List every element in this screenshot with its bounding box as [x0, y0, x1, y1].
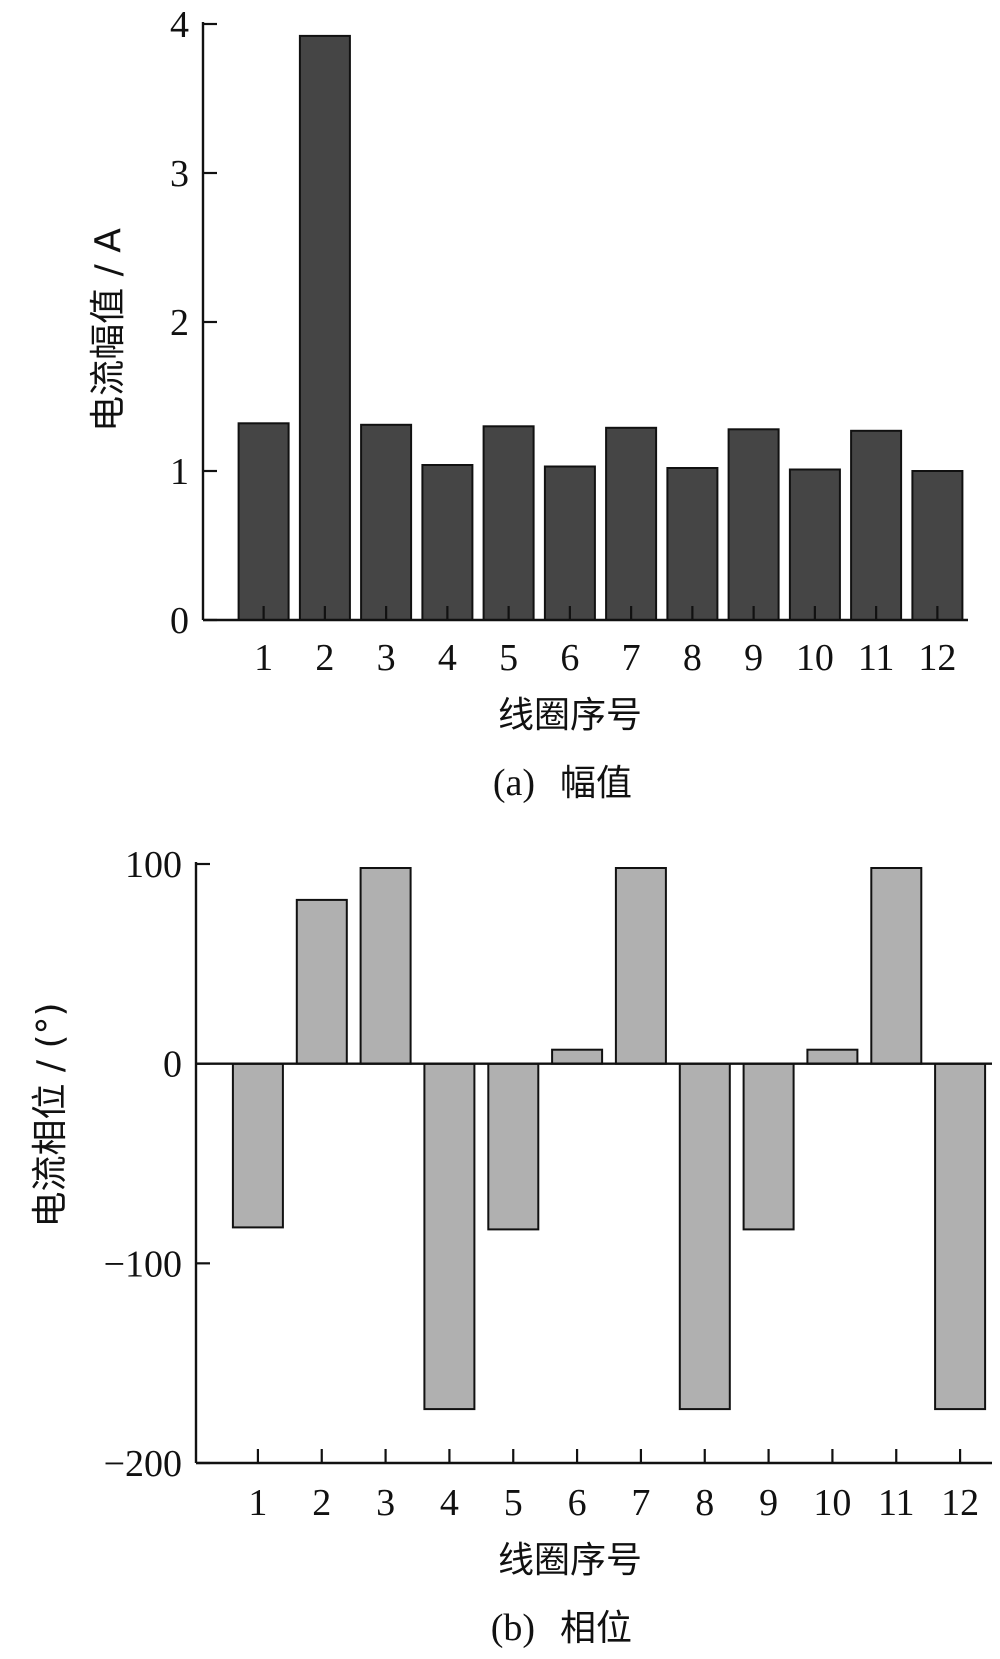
amplitude-bar-5 [482, 425, 535, 621]
amplitude-y-tick-label: 1 [170, 451, 189, 493]
phase-y-tick-label: −200 [104, 1443, 182, 1485]
phase-x-axis-title: 线圈序号 [498, 1540, 642, 1581]
amplitude-x-tick-label: 2 [315, 637, 334, 679]
phase-x-tick-label: 4 [440, 1482, 459, 1524]
phase-x-tick-label: 9 [759, 1482, 778, 1524]
phase-y-tick-label: 0 [163, 1044, 182, 1086]
amplitude-y-axis-title: 电流幅值 / A [88, 228, 129, 432]
amplitude-bar-3 [360, 423, 413, 621]
phase-y-tick-label: 100 [125, 844, 182, 886]
phase-x-tick-label: 12 [941, 1482, 979, 1524]
phase-bar-11 [870, 867, 923, 1065]
phase-bar-9 [742, 1062, 795, 1231]
phase-bar-1 [231, 1062, 284, 1229]
phase-bar-7 [614, 867, 667, 1065]
phase-bar-12 [934, 1062, 987, 1411]
phase-x-tick-label: 11 [878, 1482, 915, 1524]
phase-bar-3 [359, 867, 412, 1065]
phase-bar-4 [423, 1062, 476, 1411]
amplitude-caption: 幅值 [560, 763, 632, 804]
amplitude-bar-7 [605, 426, 658, 621]
phase-x-tick-label: 10 [813, 1482, 851, 1524]
amplitude-axes [201, 22, 968, 622]
amplitude-bar-4 [421, 464, 474, 621]
phase-x-tick-label: 7 [631, 1482, 650, 1524]
amplitude-x-tick-label: 4 [438, 637, 457, 679]
amplitude-x-tick-label: 1 [254, 637, 273, 679]
phase-bar-5 [487, 1062, 540, 1231]
amplitude-x-tick-label: 8 [683, 637, 702, 679]
phase-x-tick-label: 6 [568, 1482, 587, 1524]
phase-x-tick-label: 1 [248, 1482, 267, 1524]
phase-bar-6 [551, 1048, 604, 1065]
amplitude-bar-6 [543, 465, 596, 621]
amplitude-bar-9 [727, 428, 780, 621]
amplitude-bar-12 [911, 470, 964, 621]
phase-axes [194, 862, 992, 1465]
amplitude-x-tick-label: 7 [622, 637, 641, 679]
amplitude-panel-label: (a) [493, 762, 535, 804]
amplitude-x-tick-label: 6 [560, 637, 579, 679]
phase-bar-8 [678, 1062, 731, 1411]
phase-caption: 相位 [560, 1608, 632, 1649]
amplitude-x-tick-label: 3 [377, 637, 396, 679]
amplitude-x-tick-label: 10 [796, 637, 834, 679]
phase-panel-label: (b) [491, 1607, 535, 1649]
amplitude-y-tick-label: 0 [170, 600, 189, 642]
phase-x-tick-label: 3 [376, 1482, 395, 1524]
amplitude-bar-8 [666, 467, 719, 621]
phase-y-tick-label: −100 [104, 1243, 182, 1285]
amplitude-x-tick-label: 9 [744, 637, 763, 679]
amplitude-x-axis-title: 线圈序号 [498, 695, 642, 736]
amplitude-x-tick-label: 5 [499, 637, 518, 679]
phase-x-tick-label: 2 [312, 1482, 331, 1524]
amplitude-y-tick-label: 3 [170, 153, 189, 195]
phase-x-tick-label: 5 [504, 1482, 523, 1524]
amplitude-x-tick-label: 11 [858, 637, 895, 679]
amplitude-y-tick-label: 2 [170, 302, 189, 344]
amplitude-bars [237, 34, 964, 621]
amplitude-bar-1 [237, 422, 290, 621]
phase-bars [231, 867, 987, 1411]
amplitude-y-tick-label: 4 [170, 4, 189, 46]
amplitude-bar-10 [788, 468, 841, 621]
amplitude-bar-2 [298, 34, 351, 621]
amplitude-x-tick-label: 12 [918, 637, 956, 679]
amplitude-bar-11 [850, 429, 903, 621]
phase-y-axis-title: 电流相位 / (°) [30, 1002, 71, 1227]
phase-x-tick-label: 8 [695, 1482, 714, 1524]
phase-bar-10 [806, 1048, 859, 1065]
phase-bar-2 [295, 898, 348, 1065]
